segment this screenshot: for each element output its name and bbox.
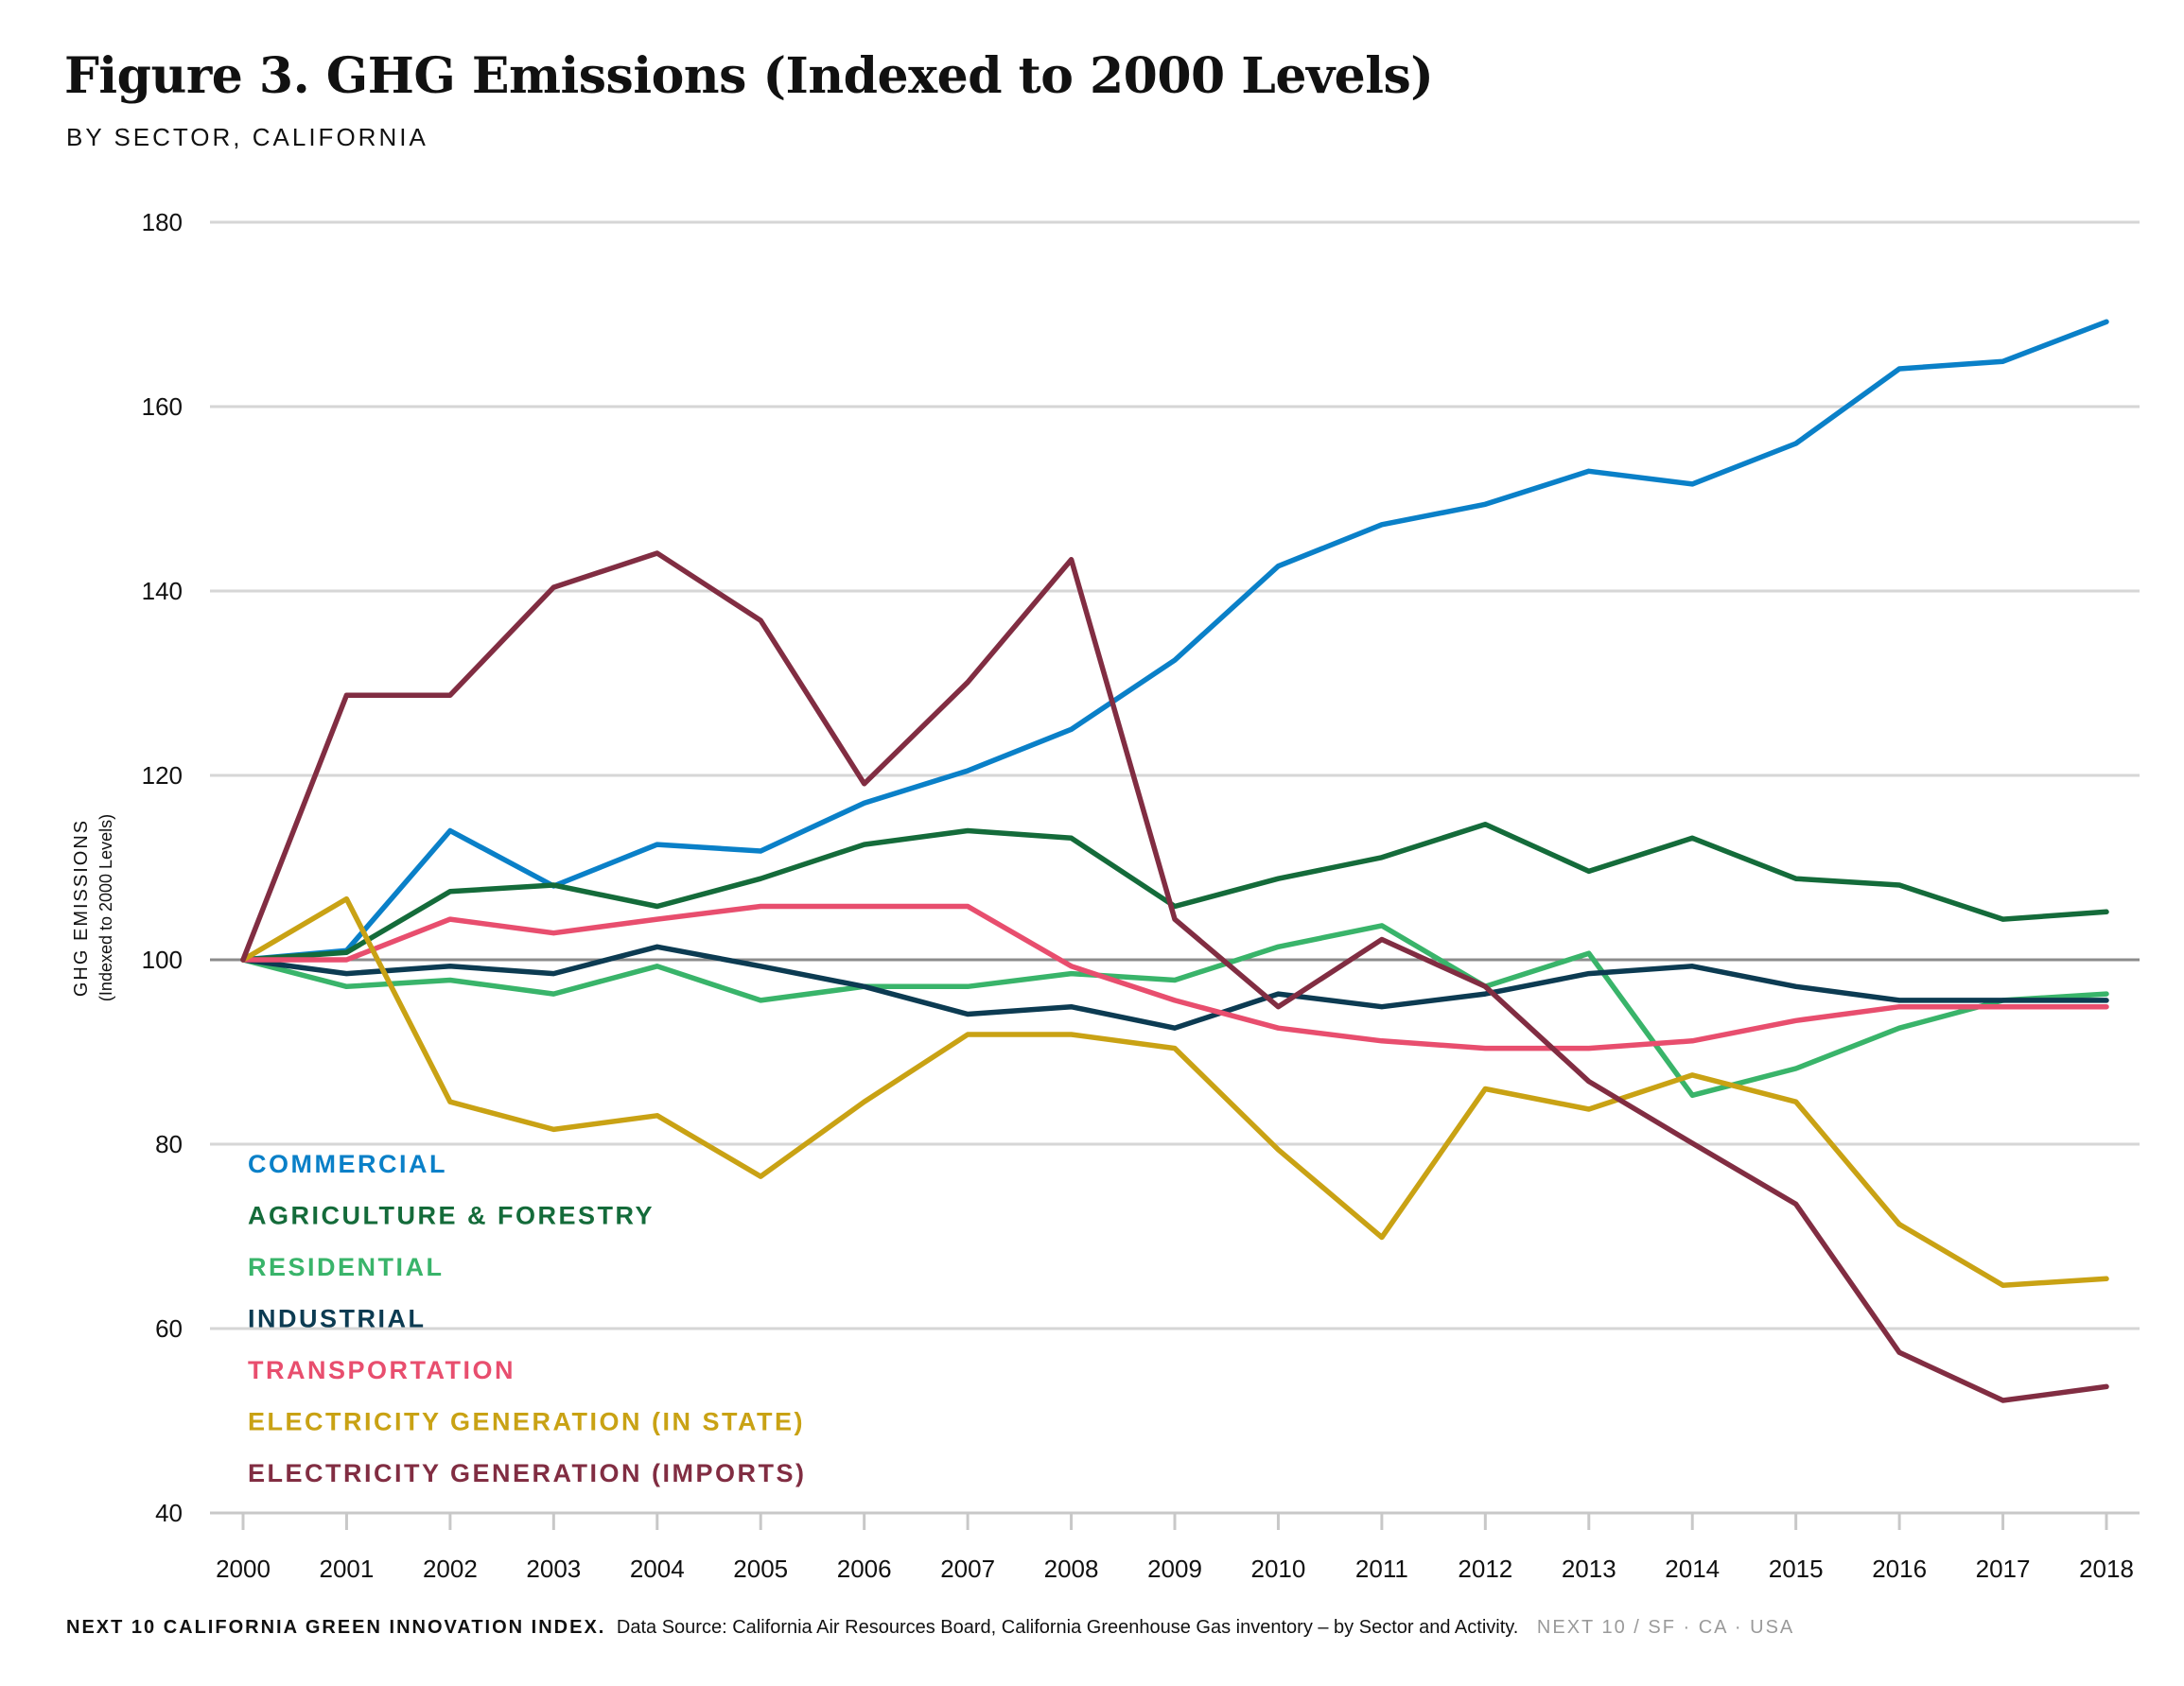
x-axis: 2000 2001 2002 2003 2004 2005 2006 2007 2008 2009… bbox=[210, 1511, 2140, 1583]
y-tick-label: 120 bbox=[142, 761, 183, 790]
series-line bbox=[240, 923, 2109, 1099]
x-tick-label: 2000 bbox=[216, 1555, 271, 1583]
x-tick-label: 2018 bbox=[2079, 1555, 2134, 1583]
chart-title: Figure 3. GHG Emissions (Indexed to 2000… bbox=[64, 47, 1434, 105]
x-tick-label: 2013 bbox=[1562, 1555, 1616, 1583]
legend-item: AGRICULTURE & FORESTRY bbox=[248, 1202, 655, 1230]
x-tick-label: 2002 bbox=[423, 1555, 478, 1583]
x-tick-label: 2001 bbox=[320, 1555, 375, 1583]
x-tick-label: 2010 bbox=[1251, 1555, 1306, 1583]
x-tick-label: 2016 bbox=[1872, 1555, 1927, 1583]
series-line bbox=[240, 821, 2109, 963]
x-tick-label: 2008 bbox=[1044, 1555, 1099, 1583]
legend-item: ELECTRICITY GENERATION (IMPORTS) bbox=[248, 1459, 807, 1487]
legend-item: COMMERCIAL bbox=[248, 1150, 447, 1178]
footer-brand: NEXT 10 / SF · CA · USA bbox=[1536, 1617, 1795, 1638]
x-tick-label: 2011 bbox=[1355, 1555, 1408, 1583]
x-tick-label: 2006 bbox=[837, 1555, 892, 1583]
footer-index-name: NEXT 10 CALIFORNIA GREEN INNOVATION INDE… bbox=[66, 1617, 606, 1638]
x-tick-label: 2017 bbox=[1976, 1555, 2031, 1583]
y-axis-ticks: 40 60 80 100 120 140 160 180 bbox=[142, 208, 183, 1527]
y-tick-label: 100 bbox=[142, 946, 183, 974]
footer-source: Data Source: California Air Resources Bo… bbox=[616, 1617, 1519, 1638]
series-line bbox=[240, 319, 2109, 963]
y-tick-label: 60 bbox=[155, 1314, 183, 1343]
footer: NEXT 10 CALIFORNIA GREEN INNOVATION INDE… bbox=[66, 1617, 1794, 1639]
x-tick-label: 2004 bbox=[630, 1555, 685, 1583]
x-tick-label: 2015 bbox=[1769, 1555, 1824, 1583]
series-line bbox=[240, 895, 2109, 1288]
series-lines bbox=[240, 319, 2109, 1403]
y-tick-label: 160 bbox=[142, 392, 183, 421]
chart-subtitle: BY SECTOR, CALIFORNIA bbox=[66, 123, 428, 151]
series-line bbox=[240, 903, 2109, 1052]
y-tick-label: 140 bbox=[142, 577, 183, 605]
series-line bbox=[240, 550, 2109, 1403]
x-tick-label: 2014 bbox=[1665, 1555, 1720, 1583]
x-tick-label: 2009 bbox=[1147, 1555, 1202, 1583]
y-tick-label: 180 bbox=[142, 208, 183, 236]
y-axis-label: GHG EMISSIONS bbox=[71, 819, 92, 997]
y-axis-sublabel: (Indexed to 2000 Levels) bbox=[96, 814, 115, 1001]
gridlines bbox=[210, 220, 2140, 1515]
x-tick-label: 2012 bbox=[1458, 1555, 1512, 1583]
y-tick-label: 40 bbox=[155, 1499, 183, 1527]
y-axis-title: GHG EMISSIONS (Indexed to 2000 Levels) bbox=[71, 814, 115, 1001]
legend-item: INDUSTRIAL bbox=[248, 1305, 427, 1333]
series-line bbox=[240, 944, 2109, 1031]
legend: COMMERCIAL AGRICULTURE & FORESTRY RESIDENT… bbox=[248, 1150, 807, 1487]
x-tick-label: 2003 bbox=[526, 1555, 581, 1583]
legend-item: TRANSPORTATION bbox=[248, 1356, 515, 1384]
legend-item: ELECTRICITY GENERATION (IN STATE) bbox=[248, 1408, 805, 1436]
y-tick-label: 80 bbox=[155, 1130, 183, 1158]
x-tick-label: 2005 bbox=[733, 1555, 788, 1583]
x-tick-label: 2007 bbox=[940, 1555, 995, 1583]
legend-item: RESIDENTIAL bbox=[248, 1253, 445, 1281]
